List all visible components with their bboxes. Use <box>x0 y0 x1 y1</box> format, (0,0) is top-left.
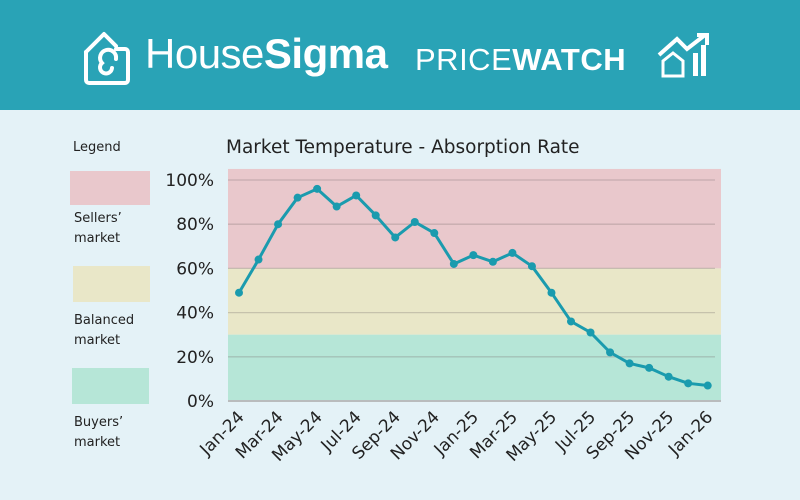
house-chart-arrow-icon <box>657 33 709 78</box>
y-tick-label: 40% <box>176 304 214 324</box>
data-point-Jan-26 <box>703 381 712 390</box>
chart-title: Market Temperature - Absorption Rate <box>226 137 580 158</box>
data-point-Feb-24 <box>254 255 263 264</box>
legend-swatch-buyers <box>72 368 149 404</box>
legend-label-sellers: Sellers’ market <box>74 211 122 246</box>
product-bold: WATCH <box>512 42 627 77</box>
band-1 <box>228 268 721 335</box>
legend-swatch-balanced <box>73 266 150 302</box>
brand-name: HouseSigma <box>145 30 388 78</box>
data-point-Jan-25 <box>469 251 478 260</box>
y-tick-label: 60% <box>176 259 214 279</box>
data-point-Oct-24 <box>410 217 419 226</box>
data-point-Nov-24 <box>430 229 439 238</box>
data-point-Jul-25 <box>586 328 595 337</box>
legend-label-buyers: Buyers’ market <box>74 415 124 450</box>
house-spiral-icon <box>84 32 130 85</box>
brand-bold: Sigma <box>263 30 388 77</box>
data-point-Feb-25 <box>488 257 497 266</box>
x-tick-label: Jan-26 <box>664 407 717 460</box>
data-point-Apr-25 <box>527 262 536 271</box>
y-tick-label: 80% <box>176 215 214 235</box>
data-point-Mar-24 <box>274 220 283 229</box>
legend-swatch-sellers <box>70 171 150 205</box>
data-point-Nov-25 <box>664 372 673 381</box>
legend-label-balanced: Balanced market <box>74 313 135 348</box>
y-tick-label: 0% <box>187 392 214 412</box>
product-name: PRICEWATCH <box>415 42 626 78</box>
data-point-Aug-24 <box>371 211 380 220</box>
data-point-May-24 <box>313 184 322 193</box>
data-point-Dec-25 <box>684 379 693 388</box>
band-2 <box>228 334 721 401</box>
data-point-May-25 <box>547 288 556 297</box>
product-light: PRICE <box>415 42 513 77</box>
data-point-Sep-24 <box>391 233 400 242</box>
data-point-Dec-24 <box>449 259 458 268</box>
brand-light: House <box>145 30 264 77</box>
data-point-Jul-24 <box>352 191 361 200</box>
data-point-Aug-25 <box>606 348 615 357</box>
data-point-Apr-24 <box>293 193 302 202</box>
legend-title: Legend <box>73 140 121 155</box>
data-point-Jan-24 <box>235 288 243 297</box>
data-point-Oct-25 <box>645 363 654 372</box>
data-point-Sep-25 <box>625 359 634 368</box>
data-point-Jun-24 <box>332 202 341 211</box>
data-point-Mar-25 <box>508 248 517 257</box>
header-banner: HouseSigma PRICEWATCH <box>0 0 800 110</box>
y-tick-label: 20% <box>176 348 214 368</box>
y-tick-label: 100% <box>165 171 214 191</box>
data-point-Jun-25 <box>567 317 576 326</box>
